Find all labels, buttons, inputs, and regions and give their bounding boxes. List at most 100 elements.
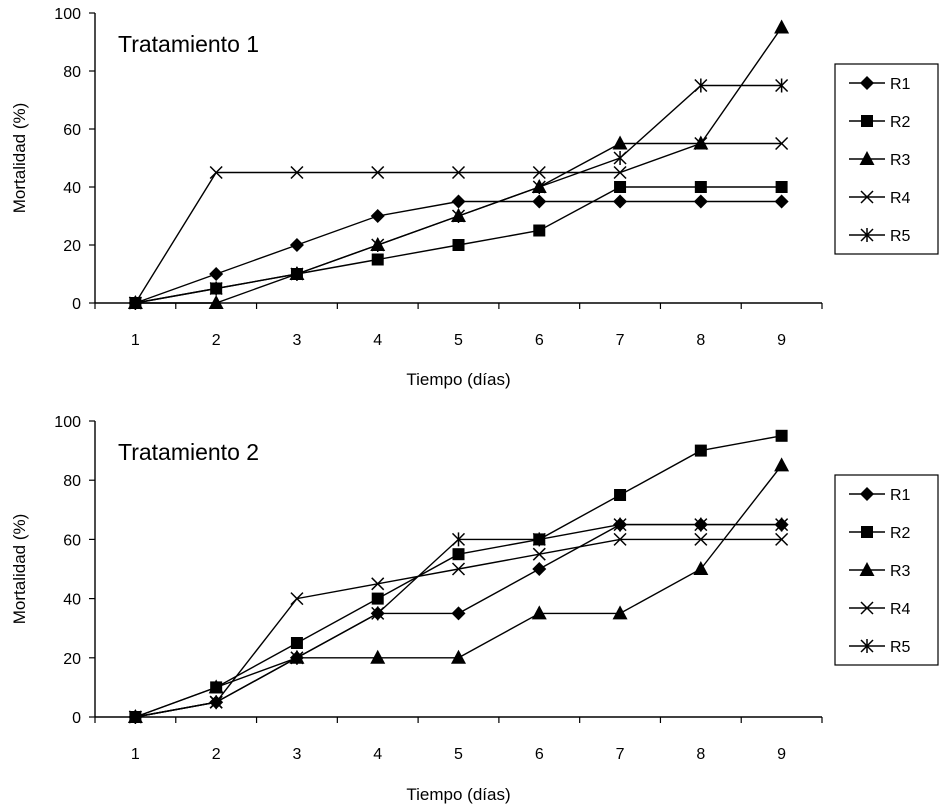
series-line-R4 xyxy=(135,538,782,718)
legend-item-R3: R3 xyxy=(849,562,911,580)
data-point-R3 xyxy=(774,457,790,472)
legend-label: R2 xyxy=(890,525,911,542)
data-point-R1 xyxy=(451,606,466,621)
data-point-R5 xyxy=(209,695,223,710)
x-tick-label: 5 xyxy=(454,746,463,763)
legend-label: R1 xyxy=(890,487,911,504)
chart-title: Tratamiento 1 xyxy=(118,31,259,57)
y-tick-label: 60 xyxy=(63,532,81,549)
data-point-R4 xyxy=(694,532,708,546)
legend-marker-R5 xyxy=(860,228,874,242)
data-point-R5 xyxy=(613,517,627,532)
data-point-R3 xyxy=(208,295,224,309)
legend-label: R4 xyxy=(890,190,911,207)
x-tick-label: 9 xyxy=(777,746,786,763)
data-point-R2 xyxy=(775,181,788,193)
data-point-R5 xyxy=(371,606,385,621)
legend-label: R5 xyxy=(890,228,911,245)
data-point-R1 xyxy=(451,194,466,209)
legend-item-R3: R3 xyxy=(849,151,911,169)
legend-item-R2: R2 xyxy=(849,525,911,542)
legend-label: R1 xyxy=(890,76,911,93)
data-point-R4 xyxy=(694,136,708,151)
legend-marker-R1 xyxy=(860,76,874,90)
data-point-R2 xyxy=(452,548,465,561)
data-point-R5 xyxy=(290,267,304,281)
chart-panel-2: 0 20 40 60 80 100 1 2 3 4 5 6 7 8 9 Tiempo (días) Mortal… xyxy=(10,414,939,804)
data-point-R2 xyxy=(452,239,465,251)
legend-marker-R5 xyxy=(860,639,874,653)
data-point-R2 xyxy=(371,592,384,605)
data-point-R5 xyxy=(290,650,304,665)
y-tick-label: 20 xyxy=(63,651,81,668)
legend-label: R2 xyxy=(890,114,911,131)
data-point-R2 xyxy=(533,224,546,237)
series-R4 xyxy=(128,136,789,310)
y-axis-title: Mortalidad (%) xyxy=(10,514,29,625)
x-tick-label: 4 xyxy=(373,746,382,763)
series-R5 xyxy=(128,517,789,724)
data-point-R2 xyxy=(694,181,707,193)
y-tick-label: 0 xyxy=(72,296,81,313)
series-line-R4 xyxy=(134,142,782,304)
y-tick-label: 80 xyxy=(63,64,81,81)
chart-panel-1: 0 20 40 60 80 100 1 2 3 4 5 6 7 8 9 Tiempo (días) Mortal… xyxy=(10,6,939,389)
x-tick-label: 6 xyxy=(535,746,544,763)
data-point-R5 xyxy=(209,281,223,296)
data-point-R4 xyxy=(613,532,627,546)
series-line-R3 xyxy=(135,27,783,304)
series-R5 xyxy=(128,78,789,310)
legend-label: R4 xyxy=(890,601,911,618)
y-tick-label: 100 xyxy=(54,6,81,23)
data-point-R2 xyxy=(694,444,707,457)
data-point-R4 xyxy=(290,165,304,180)
data-point-R4 xyxy=(371,165,385,180)
legend-item-R1: R1 xyxy=(849,487,911,504)
x-tick-label: 9 xyxy=(777,332,786,349)
data-point-R3 xyxy=(370,649,386,664)
data-point-R5 xyxy=(613,151,627,165)
data-point-R1 xyxy=(532,562,547,576)
data-point-R2 xyxy=(614,181,627,193)
y-tick-label: 40 xyxy=(63,592,81,609)
x-tick-label: 3 xyxy=(292,746,301,763)
x-axis-title: Tiempo (días) xyxy=(406,785,510,804)
data-point-R4 xyxy=(775,532,789,546)
chart-title: Tratamiento 2 xyxy=(118,439,259,465)
data-point-R5 xyxy=(451,532,466,547)
data-point-R4 xyxy=(775,136,789,151)
data-point-R4 xyxy=(532,547,546,561)
data-point-R1 xyxy=(370,209,385,223)
y-tick-label: 20 xyxy=(63,238,81,255)
data-point-R4 xyxy=(451,562,466,576)
series-R1 xyxy=(128,194,789,310)
legend-marker-R2 xyxy=(861,115,873,127)
data-point-R4 xyxy=(290,592,304,606)
data-point-R4 xyxy=(532,165,546,180)
data-point-R3 xyxy=(451,649,466,664)
data-point-R5 xyxy=(371,238,385,252)
y-tick-label: 60 xyxy=(63,122,81,139)
x-tick-label: 7 xyxy=(616,332,625,349)
data-point-R5 xyxy=(532,180,546,194)
legend: R1 R2 R3 R4 R5 xyxy=(834,63,939,255)
legend-label: R5 xyxy=(890,639,911,656)
legend-marker-R3 xyxy=(859,562,875,576)
legend-marker-R4 xyxy=(860,601,874,615)
legend-marker-R4 xyxy=(860,190,874,204)
y-axis-title: Mortalidad (%) xyxy=(10,103,29,214)
series-line-R5 xyxy=(135,84,782,304)
legend-item-R4: R4 xyxy=(849,190,911,207)
legend-item-R2: R2 xyxy=(849,114,911,131)
data-point-R1 xyxy=(693,194,708,209)
x-tick-label: 2 xyxy=(212,332,221,349)
x-tick-label: 1 xyxy=(131,746,140,763)
data-point-R5 xyxy=(694,517,708,532)
data-point-R1 xyxy=(532,194,547,209)
data-point-R2 xyxy=(775,429,788,442)
data-point-R3 xyxy=(693,561,709,575)
data-point-R5 xyxy=(775,517,789,532)
data-point-R5 xyxy=(128,296,142,310)
